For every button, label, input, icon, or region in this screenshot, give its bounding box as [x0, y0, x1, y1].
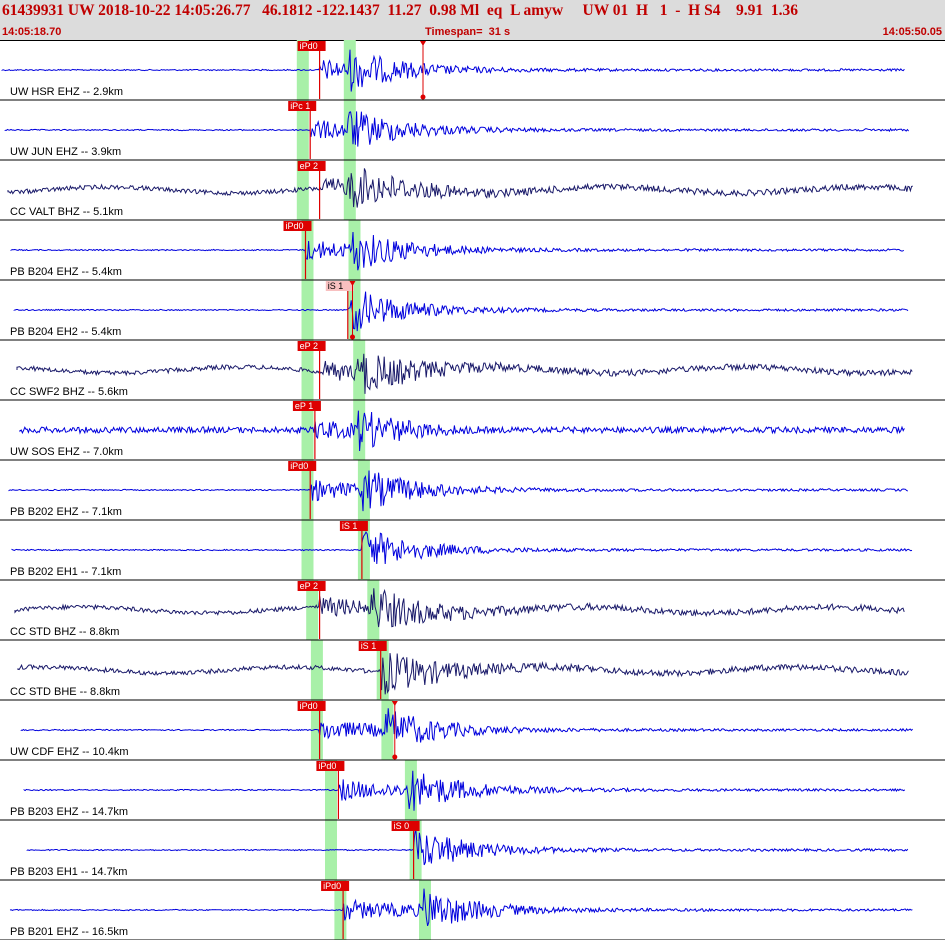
trace-row[interactable]: iS 1 CC STD BHE -- 8.8km [0, 641, 945, 701]
end-time: 14:05:50.05 [882, 26, 942, 38]
trace-row[interactable]: eP 2 CC SWF2 BHZ -- 5.6km [0, 341, 945, 401]
pick-label: iPd0 [286, 221, 304, 231]
pick-flag [283, 221, 312, 231]
station-label: UW CDF EHZ -- 10.4km [10, 746, 129, 758]
pick-label: iPd0 [323, 881, 341, 891]
pick-label: eP 2 [300, 581, 318, 591]
station-label: CC STD BHE -- 8.8km [10, 686, 120, 698]
start-time: 14:05:18.70 [2, 26, 62, 38]
pick-label: eP 2 [300, 161, 318, 171]
waveform [16, 353, 913, 394]
pick-flag [358, 641, 387, 651]
trace-row[interactable]: iPd0 PB B202 EHZ -- 7.1km [0, 461, 945, 521]
station-label: PB B203 EHZ -- 14.7km [10, 806, 128, 818]
pick-flag [297, 161, 326, 171]
pick-flag [316, 761, 345, 771]
waveform [11, 531, 913, 565]
event-summary: 61439931 UW 2018-10-22 14:05:26.77 46.18… [2, 2, 798, 19]
waveform [13, 291, 909, 332]
pick-arrow [420, 41, 426, 46]
pick-arrow [391, 701, 398, 706]
station-label: UW SOS EHZ -- 7.0km [10, 446, 123, 458]
trace-row[interactable]: iPc 1 UW JUN EHZ -- 3.9km [0, 101, 945, 161]
waveform [20, 708, 913, 743]
pick-label: iPc 1 [290, 101, 310, 111]
pick-label: iPd0 [300, 41, 318, 51]
pick-flag [292, 401, 321, 411]
seismogram-svg: iPd0 UW HSR EHZ -- 2.9km iPc 1 UW JUN EHZ -… [0, 40, 945, 941]
pick-arrow [349, 281, 356, 286]
station-label: CC SWF2 BHZ -- 5.6km [10, 386, 128, 398]
station-label: PB B203 EH1 -- 14.7km [10, 866, 127, 878]
station-label: UW JUN EHZ -- 3.9km [10, 146, 121, 158]
trace-row[interactable]: iPd0 PB B204 EHZ -- 5.4km [0, 221, 945, 281]
station-label: PB B202 EHZ -- 7.1km [10, 506, 122, 518]
pick-dot [392, 754, 398, 760]
waveform [19, 410, 905, 452]
pick-label: eP 1 [295, 401, 313, 411]
station-label: PB B201 EHZ -- 16.5km [10, 926, 128, 938]
seismogram-panel[interactable]: iPd0 UW HSR EHZ -- 2.9km iPc 1 UW JUN EHZ -… [0, 40, 945, 945]
p-window-band [310, 640, 323, 700]
pick-flag [297, 341, 326, 351]
pick-label: iS 1 [342, 521, 358, 531]
station-label: CC STD BHZ -- 8.8km [10, 626, 119, 638]
waveform [14, 588, 905, 628]
station-label: PB B202 EH1 -- 7.1km [10, 566, 121, 578]
pick-label: iPd0 [290, 461, 308, 471]
p-window-band [301, 400, 314, 460]
waveform [7, 168, 913, 208]
s-window-band [343, 40, 356, 100]
pick-dot [350, 334, 355, 340]
pick-dot [420, 94, 426, 100]
trace-row[interactable]: eP 2 CC VALT BHZ -- 5.1km [0, 161, 945, 221]
waveform [1, 49, 905, 92]
pick-label: iS 1 [328, 281, 344, 291]
pick-flag [321, 881, 350, 891]
trace-row[interactable]: iPd0 UW CDF EHZ -- 10.4km [0, 701, 945, 761]
trace-row[interactable]: iS 0 PB B203 EH1 -- 14.7km [0, 821, 945, 881]
trace-row[interactable]: iS 1 PB B204 EH2 -- 5.4km [0, 281, 945, 341]
timespan: Timespan= 31 s [425, 26, 511, 38]
pick-label: eP 2 [300, 341, 318, 351]
p-window-band [301, 220, 314, 280]
pick-flag [297, 701, 326, 711]
pick-flag [325, 281, 354, 291]
s-window-band [409, 820, 422, 880]
waveform [4, 111, 909, 147]
station-label: PB B204 EHZ -- 5.4km [10, 266, 122, 278]
pick-flag [297, 41, 326, 51]
waveform [9, 888, 913, 927]
waveform [10, 231, 905, 271]
trace-row[interactable]: iS 1 PB B202 EH1 -- 7.1km [0, 521, 945, 581]
waveform [23, 770, 906, 811]
trace-row[interactable]: iPd0 PB B201 EHZ -- 16.5km [0, 881, 945, 941]
pick-flag [297, 581, 326, 591]
trace-row[interactable]: eP 1 UW SOS EHZ -- 7.0km [0, 401, 945, 461]
waveform [17, 653, 909, 695]
waveform [26, 828, 909, 866]
pick-flag [288, 101, 317, 111]
trace-row[interactable]: iPd0 PB B203 EHZ -- 14.7km [0, 761, 945, 821]
event-header: 61439931 UW 2018-10-22 14:05:26.77 46.18… [0, 0, 945, 41]
pick-label: iS 1 [361, 641, 377, 651]
p-window-band [306, 580, 319, 640]
trace-row[interactable]: eP 2 CC STD BHZ -- 8.8km [0, 581, 945, 641]
pick-flag [339, 521, 368, 531]
trace-row[interactable]: iPd0 UW HSR EHZ -- 2.9km [0, 41, 945, 101]
station-label: PB B204 EH2 -- 5.4km [10, 326, 121, 338]
pick-label: iPd0 [318, 761, 336, 771]
pick-flag [391, 821, 420, 831]
s-window-band [343, 100, 356, 160]
s-window-band [367, 580, 380, 640]
pick-label: iS 0 [394, 821, 410, 831]
station-label: UW HSR EHZ -- 2.9km [10, 86, 123, 98]
waveform [8, 470, 909, 512]
station-label: CC VALT BHZ -- 5.1km [10, 206, 123, 218]
p-window-band [301, 340, 314, 400]
pick-flag [288, 461, 317, 471]
pick-label: iPd0 [300, 701, 318, 711]
